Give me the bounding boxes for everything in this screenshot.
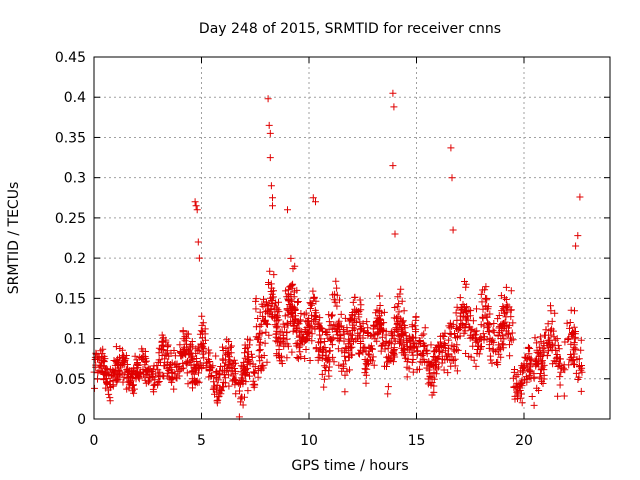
x-tick-label: 20 <box>515 433 533 449</box>
x-tick-label: 10 <box>300 433 318 449</box>
y-tick-label: 0.45 <box>55 50 86 66</box>
y-axis-label: SRMTID / TECUs <box>6 182 22 295</box>
y-tick-label: 0.15 <box>55 291 86 307</box>
chart-title: Day 248 of 2015, SRMTID for receiver cnn… <box>199 21 501 37</box>
data-points <box>90 89 586 421</box>
y-tick-label: 0.3 <box>64 171 86 187</box>
y-tick-label: 0.4 <box>64 90 86 106</box>
plot-frame <box>93 56 611 420</box>
grid-lines <box>94 57 610 419</box>
x-tick-label: 5 <box>197 433 206 449</box>
y-tick-label: 0.1 <box>64 332 86 348</box>
y-tick-label: 0.05 <box>55 372 86 388</box>
y-tick-label: 0 <box>77 412 86 428</box>
y-tick-label: 0.2 <box>64 251 86 267</box>
x-tick-label: 0 <box>90 433 99 449</box>
axis-ticks: 0 0.05 0.1 0.15 0.2 0.25 0.3 0.35 0.4 0.45 0 5 10 15 2… <box>55 50 610 449</box>
y-tick-label: 0.25 <box>55 211 86 227</box>
scatter-point-markers <box>90 89 586 421</box>
y-tick-label: 0.35 <box>55 130 86 146</box>
x-tick-label: 15 <box>408 433 426 449</box>
x-axis-label: GPS time / hours <box>291 458 408 474</box>
